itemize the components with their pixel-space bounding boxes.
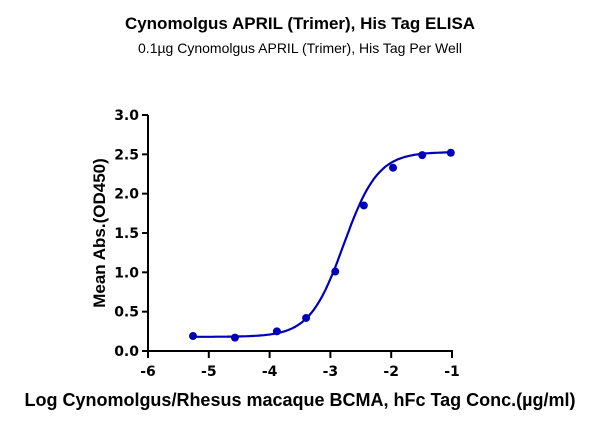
data-point (272, 327, 281, 336)
chart-title: Cynomolgus APRIL (Trimer), His Tag ELISA (124, 14, 476, 33)
y-tick-label: 2.0 (114, 187, 139, 203)
x-tick-label: -2 (383, 364, 399, 380)
data-point (446, 148, 455, 157)
data-point (359, 201, 368, 210)
y-tick-label: 0.5 (114, 305, 139, 321)
data-point (188, 332, 197, 341)
fit-curve-path (193, 151, 451, 338)
fit-curve (193, 151, 451, 338)
x-tick-label: -3 (323, 364, 339, 380)
data-points (188, 148, 455, 342)
y-tick-label: 3.0 (114, 108, 139, 124)
x-tick-label: -6 (140, 364, 156, 380)
x-tick-label: -4 (262, 364, 278, 380)
data-point (230, 333, 239, 342)
y-tick-label: 1.0 (114, 265, 139, 281)
y-tick-label: 0.0 (114, 344, 139, 360)
data-point (302, 313, 311, 322)
x-tick-label: -1 (444, 364, 460, 380)
data-point (389, 163, 398, 172)
axes: 0.0 0.5 1.0 1.5 2.0 2.5 3.0 -6 -5 -4 -3 -2 -1 (114, 108, 460, 380)
y-tick-label: 2.5 (114, 147, 139, 163)
y-tick-label: 1.5 (114, 226, 139, 242)
data-point (331, 267, 340, 276)
x-tick-label: -5 (201, 364, 217, 380)
chart-subtitle: 0.1µg Cynomolgus APRIL (Trimer), His Tag… (138, 40, 462, 56)
data-point (418, 151, 427, 160)
x-axis-label: Log Cynomolgus/Rhesus macaque BCMA, hFc … (24, 390, 576, 410)
